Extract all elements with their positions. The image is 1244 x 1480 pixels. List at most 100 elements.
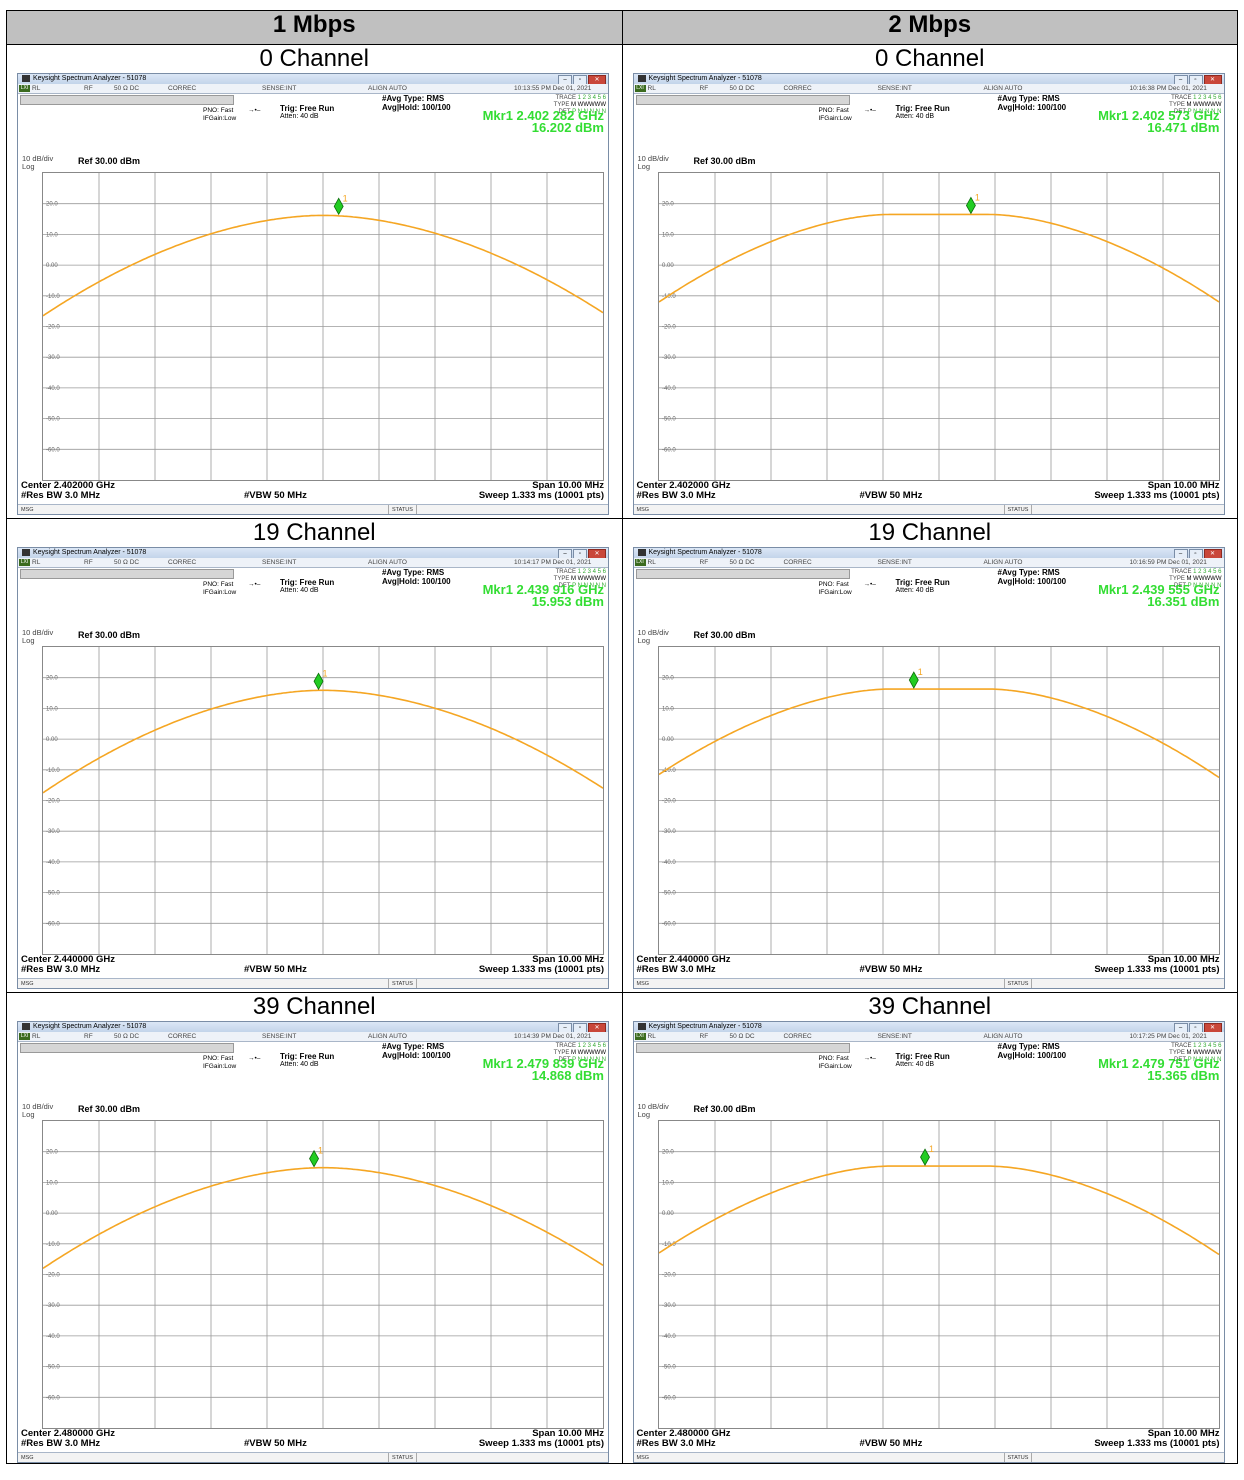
y-tick-label: -30.0	[662, 355, 676, 361]
rf-label: RF	[699, 1033, 709, 1040]
y-tick-label: -10.0	[46, 294, 60, 300]
rf-label: RF	[84, 1033, 93, 1040]
channel-title: 39 Channel	[868, 993, 992, 1020]
reference-level: Ref 30.00 dBm	[78, 630, 141, 640]
type-value: M WWWWW	[571, 576, 606, 582]
window-titlebar: Keysight Spectrum Analyzer - 51078 – ▫ ✕	[18, 1022, 608, 1033]
app-icon	[637, 1023, 646, 1030]
marker-diamond-icon[interactable]	[313, 672, 324, 691]
message-bar	[20, 569, 234, 579]
spectrum-trace	[43, 1166, 603, 1270]
timestamp: 10:13:55 PM Dec 01, 2021	[514, 85, 592, 92]
impedance-label: 50 Ω DC	[729, 1033, 755, 1040]
marker-frequency: Mkr1 2.402 573 GHz	[1098, 108, 1220, 123]
marker-level: 16.471 dBm	[1147, 120, 1220, 135]
timestamp: 10:17:25 PM Dec 01, 2021	[1129, 1033, 1207, 1040]
y-tick-label: -50.0	[46, 1365, 60, 1371]
message-bar	[20, 95, 234, 105]
rl-label: RL	[32, 559, 41, 566]
y-tick-label: 0.00	[46, 263, 58, 269]
y-tick-label: -50.0	[46, 891, 60, 897]
scale-value: 10 dB/div	[22, 154, 54, 163]
marker-diamond-icon[interactable]	[919, 1148, 930, 1166]
y-tick-label: 0.00	[662, 737, 674, 743]
center-frequency: Center 2.440000 GHz	[21, 954, 115, 965]
det-value: P N N N N N	[572, 109, 606, 115]
det-value: P N N N N N	[572, 583, 606, 589]
marker-diamond-icon[interactable]	[965, 196, 976, 215]
status-label: STATUS	[1003, 1453, 1033, 1462]
sweep-time: Sweep 1.333 ms (10001 pts)	[478, 490, 604, 501]
align-label: ALIGN AUTO	[368, 1033, 407, 1040]
y-tick-label: -50.0	[662, 417, 676, 423]
arrow-icon: →•–	[863, 1055, 876, 1062]
settings-status-row: RL RF 50 Ω DC CORREC SENSE:INT ALIGN AUT…	[18, 1032, 608, 1042]
spectrum-trace	[658, 1165, 1219, 1256]
status-label: STATUS	[388, 979, 417, 988]
impedance-label: 50 Ω DC	[114, 85, 140, 92]
spectrum-trace	[658, 213, 1219, 303]
panel-cell: 19 Channel Keysight Spectrum Analyzer - …	[621, 518, 1238, 993]
y-tick-label: -20.0	[46, 1273, 60, 1279]
rl-label: RL	[647, 1033, 656, 1040]
type-value: M WWWWW	[1186, 102, 1222, 108]
align-label: ALIGN AUTO	[983, 1033, 1023, 1040]
plot-svg: 20.0 10.0 0.00 -10.0 -20.0 -30.0 -40.0 -50.0 -60…	[658, 647, 1219, 954]
pno-setting: PNO: Fast	[818, 581, 849, 588]
y-tick-label: 10.0	[662, 706, 674, 712]
status-bar: MSG STATUS	[633, 1452, 1224, 1462]
marker-diamond-icon[interactable]	[309, 1149, 319, 1168]
trace-info: TRACE 1 2 3 4 5 6 TYPE M WWWWW DET P N N…	[1169, 95, 1221, 116]
status-label: STATUS	[388, 505, 417, 514]
trace-label: TRACE	[1171, 1043, 1192, 1049]
y-tick-label: -50.0	[662, 891, 676, 897]
rl-label: RL	[647, 85, 656, 92]
type-value: M WWWWW	[1186, 576, 1222, 582]
impedance-label: 50 Ω DC	[729, 559, 755, 566]
pno-setting: PNO: Fast	[818, 1055, 849, 1062]
sense-label: SENSE:INT	[262, 559, 297, 566]
spectrum-plot: 20.0 10.0 0.00 -10.0 -20.0 -30.0 -40.0 -50.0 -60…	[657, 1120, 1220, 1429]
reference-level: Ref 30.00 dBm	[693, 156, 756, 166]
lxi-icon: LXI	[19, 559, 30, 566]
timestamp: 10:16:38 PM Dec 01, 2021	[1129, 85, 1207, 92]
marker-number-label: 1	[929, 1144, 934, 1154]
trace-info: TRACE 1 2 3 4 5 6 TYPE M WWWWW DET P N N…	[1169, 1043, 1221, 1064]
type-label: TYPE	[553, 1050, 570, 1056]
y-tick-label: -20.0	[46, 799, 60, 805]
avg-type: #Avg Type: RMS	[997, 94, 1060, 103]
det-value: P N N N N N	[1187, 109, 1222, 115]
y-tick-label: 0.00	[46, 737, 58, 743]
marker-diamond-icon[interactable]	[333, 197, 344, 216]
marker-diamond-icon[interactable]	[908, 671, 919, 689]
scale-label: 10 dB/div Log	[638, 1103, 669, 1119]
y-tick-label: 0.00	[46, 1211, 58, 1217]
lxi-icon: LXI	[634, 85, 646, 92]
app-icon	[637, 75, 646, 82]
marker-frequency: Mkr1 2.439 555 GHz	[1098, 582, 1220, 597]
trigger-setting: Trig: Free Run	[280, 1052, 335, 1061]
video-bandwidth: #VBW 50 MHz	[859, 490, 923, 501]
correc-label: CORREC	[168, 559, 197, 566]
spectrum-analyzer-window: Keysight Spectrum Analyzer - 51078 – ▫ ✕…	[17, 73, 609, 515]
trace-info: TRACE 1 2 3 4 5 6 TYPE M WWWWW DET P N N…	[1169, 569, 1221, 590]
panel-cell: 0 Channel Keysight Spectrum Analyzer - 5…	[621, 44, 1238, 519]
channel-title: 0 Channel	[259, 45, 369, 72]
trace-info: TRACE 1 2 3 4 5 6 TYPE M WWWWW DET P N N…	[554, 95, 606, 116]
trigger-setting: Trig: Free Run	[895, 104, 950, 113]
type-label: TYPE	[1169, 1050, 1185, 1056]
ifgain-setting: IFGain:Low	[203, 1063, 237, 1070]
correc-label: CORREC	[168, 1033, 197, 1040]
rf-label: RF	[699, 85, 709, 92]
sweep-time: Sweep 1.333 ms (10001 pts)	[1094, 1438, 1220, 1449]
message-bar	[635, 569, 850, 579]
type-label: TYPE	[1169, 576, 1185, 582]
scale-label: 10 dB/div Log	[22, 629, 53, 645]
sense-label: SENSE:INT	[877, 85, 912, 92]
y-tick-label: -60.0	[46, 1395, 60, 1401]
scale-value: 10 dB/div	[22, 628, 54, 637]
reference-level: Ref 30.00 dBm	[693, 1104, 756, 1114]
marker-level: 15.365 dBm	[1147, 1068, 1220, 1083]
arrow-icon: →•–	[248, 107, 261, 114]
trace-label: TRACE	[555, 95, 576, 101]
